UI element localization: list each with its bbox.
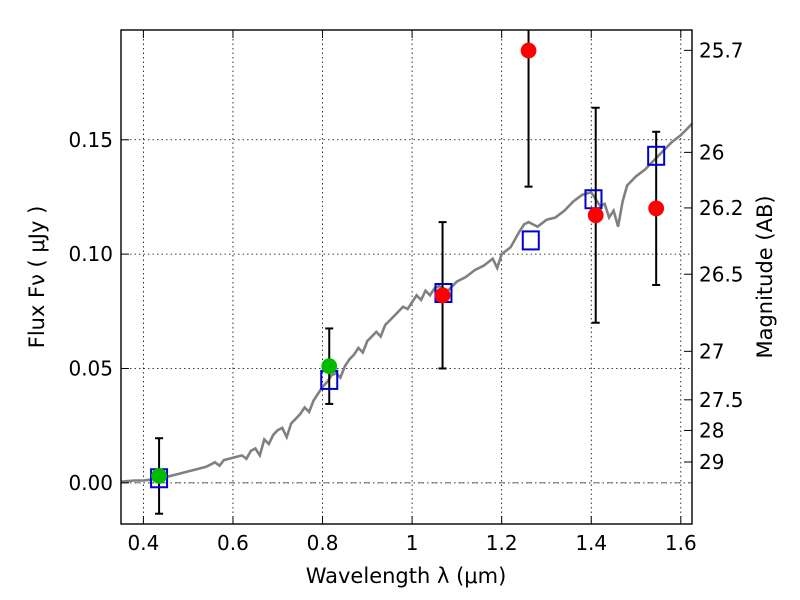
- y2-axis-label: Magnitude (AB): [753, 195, 777, 358]
- plot-frame: [120, 29, 693, 525]
- model-square-marker: [647, 145, 666, 166]
- y2-tick-label: 28: [699, 418, 724, 442]
- x-axis: 0.4 0.6 0.8 1 1.2 1.4 1.6: [127, 30, 697, 555]
- y-tick-label: 0.05: [68, 356, 113, 380]
- x-tick-label: 1.2: [486, 531, 518, 555]
- y2-axis: 25.7 26 26.2 26.5 27 27.5 28 29: [684, 38, 744, 474]
- y-axis: 0.00 0.05 0.10 0.15: [68, 128, 129, 495]
- y-tick-label: 0.10: [68, 242, 113, 266]
- x-tick-label: 1.4: [575, 531, 607, 555]
- y2-tick-label: 26.2: [699, 196, 744, 220]
- red-data-point: [520, 42, 537, 59]
- model-square-marker: [521, 230, 540, 251]
- x-axis-label: Wavelength λ (μm): [306, 564, 507, 588]
- x-tick-label: 0.6: [217, 531, 249, 555]
- model-spectrum-line: [121, 122, 692, 483]
- x-tick-label: 0.8: [307, 531, 339, 555]
- red-data-point: [434, 287, 451, 304]
- y-axis-label: Flux Fν ( μJy ): [25, 206, 49, 349]
- x-tick-label: 1: [406, 531, 419, 555]
- y2-tick-label: 26: [699, 140, 724, 164]
- x-tick-label: 0.4: [127, 531, 159, 555]
- y2-tick-label: 27: [699, 339, 724, 363]
- green-data-point: [151, 468, 167, 484]
- y-tick-label: 0.00: [68, 471, 113, 495]
- y2-tick-label: 27.5: [699, 388, 744, 412]
- plot-area: [121, 30, 692, 515]
- y2-tick-label: 26.5: [699, 262, 744, 286]
- green-data-point: [321, 358, 338, 375]
- red-data-point: [587, 207, 604, 224]
- y2-tick-label: 29: [699, 450, 724, 474]
- x-tick-label: 1.6: [665, 531, 697, 555]
- red-data-point: [648, 200, 665, 217]
- grid: [121, 30, 692, 524]
- y2-tick-label: 25.7: [699, 38, 744, 62]
- y-tick-label: 0.15: [68, 128, 113, 152]
